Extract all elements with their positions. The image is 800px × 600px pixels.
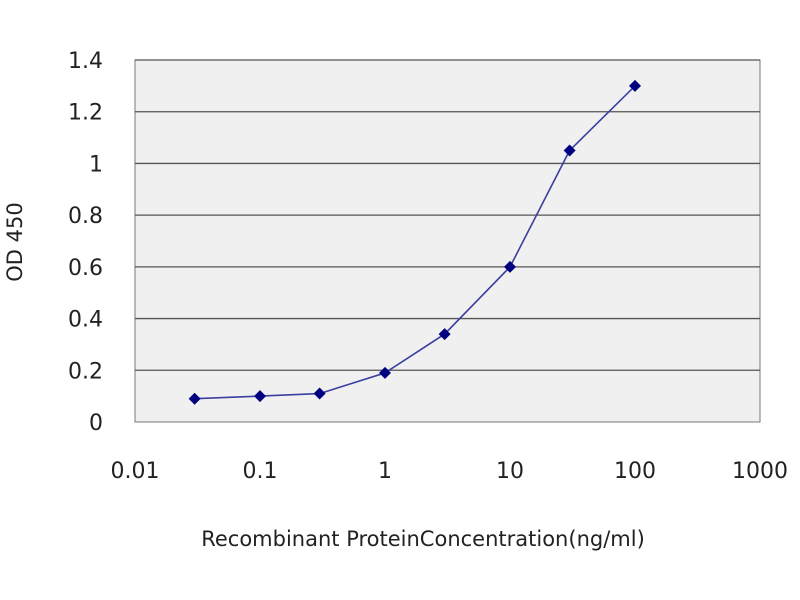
x-tick-label: 0.01 xyxy=(111,459,160,484)
data-point xyxy=(254,390,266,403)
y-tick-label: 0 xyxy=(89,411,103,436)
y-tick-label: 1.2 xyxy=(68,101,103,126)
data-point xyxy=(504,260,516,273)
plot-area xyxy=(134,59,761,423)
x-axis-label: Recombinant ProteinConcentration(ng/ml) xyxy=(201,527,645,551)
gridlines xyxy=(135,59,760,371)
data-point xyxy=(379,366,391,379)
x-tick-label: 1 xyxy=(378,459,392,484)
data-point xyxy=(313,387,326,400)
y-tick-labels: 0 0.2 0.4 0.6 0.8 1 1.2 1.4 xyxy=(68,49,103,436)
data-points xyxy=(188,79,641,405)
x-tick-label: 1000 xyxy=(732,459,788,484)
data-point xyxy=(629,79,641,92)
x-tick-label: 0.1 xyxy=(243,459,278,484)
y-tick-label: 1.4 xyxy=(68,49,103,74)
y-tick-label: 0.6 xyxy=(68,256,103,281)
data-point xyxy=(188,392,201,405)
series-line xyxy=(194,85,636,400)
y-tick-label: 1 xyxy=(89,152,103,177)
x-tick-labels: 0.01 0.1 1 10 100 1000 xyxy=(111,459,788,484)
x-tick-label: 10 xyxy=(496,459,524,484)
y-tick-label: 0.4 xyxy=(68,308,103,333)
y-tick-label: 0.2 xyxy=(68,359,103,384)
data-point xyxy=(563,144,576,157)
y-axis-label: OD 450 xyxy=(3,202,27,281)
x-tick-label: 100 xyxy=(614,459,656,484)
data-point xyxy=(438,328,451,341)
y-tick-label: 0.8 xyxy=(68,204,103,229)
